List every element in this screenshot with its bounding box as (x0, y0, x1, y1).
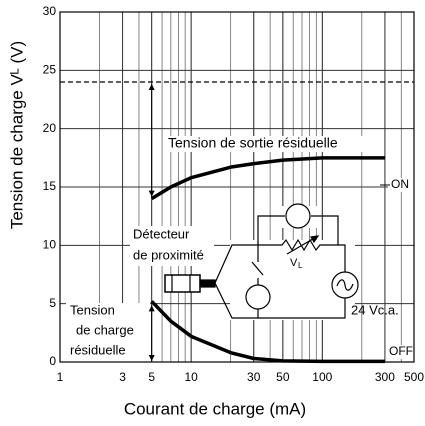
ammeter (245, 284, 271, 310)
x-axis-label: Courant de charge (mA) (124, 399, 306, 418)
sensor-body (164, 274, 201, 293)
y-tick-label: 0 (49, 354, 56, 368)
arrow-head (310, 235, 320, 244)
x-tick-label: 500 (404, 370, 424, 384)
annotation: Tension (70, 302, 115, 317)
circuit-diagram (164, 203, 359, 319)
annotation: L (298, 261, 303, 270)
circuit-wire (251, 261, 264, 276)
legend-label: OFF (389, 344, 413, 358)
series-line (150, 156, 385, 201)
annotation: de proximité (133, 247, 204, 262)
x-tick-label: 5 (148, 370, 155, 384)
legend-label: ON (391, 177, 409, 191)
circuit-wire (336, 279, 354, 291)
x-tick-label: 300 (375, 370, 395, 384)
voltmeter (285, 203, 311, 229)
y-tick-label: 20 (43, 121, 57, 135)
circuit-wire (214, 244, 258, 319)
x-tick-label: 10 (184, 370, 198, 384)
y-tick-label: 10 (43, 238, 57, 252)
label-background (166, 136, 368, 152)
plot-frame (59, 11, 415, 363)
annotation: Détecteur (133, 226, 190, 241)
annotation: Tension de sortie résiduelle (168, 135, 338, 151)
y-tick-label: 30 (43, 4, 57, 18)
y-tick-label: 15 (43, 179, 57, 193)
arrow-head (148, 355, 155, 361)
label-background (387, 345, 414, 359)
x-tick-label: 30 (247, 370, 261, 384)
label-background (66, 303, 150, 363)
annotation: résiduelle (70, 342, 126, 357)
x-tick-label: 100 (312, 370, 332, 384)
circuit-wire (257, 238, 346, 319)
y-tick-label: 25 (43, 63, 57, 77)
arrow-head (148, 84, 155, 90)
arrow-head (148, 190, 155, 197)
annotation: de charge (76, 322, 134, 337)
annotation: V (290, 257, 298, 269)
y-tick-label: 5 (49, 296, 56, 310)
label-background (130, 226, 214, 266)
arrow-head (148, 305, 155, 312)
x-tick-label: 1 (57, 370, 64, 384)
annotation: 24 Vc.a. (351, 302, 399, 317)
circuit-wire (257, 215, 339, 245)
x-tick-label: 50 (276, 370, 290, 384)
y-axis-label: Tension de charge Vᴸ (V) (7, 41, 26, 229)
x-tick-label: 3 (119, 370, 126, 384)
sensor-cable (199, 279, 216, 288)
label-background (388, 178, 414, 192)
